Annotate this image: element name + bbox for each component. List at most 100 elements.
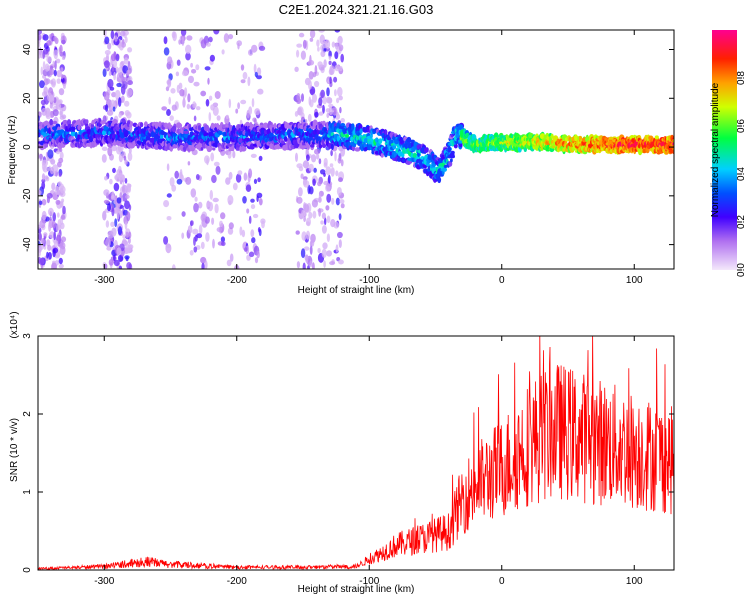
- heatmap-scatter-cell: [324, 217, 327, 226]
- colorbar-tick-label: 0.0: [736, 263, 747, 277]
- heatmap-scatter-cell: [41, 178, 46, 183]
- snr-series-line: [38, 336, 674, 570]
- heatmap-scatter-cell: [309, 88, 315, 94]
- heatmap-scatter-cell: [108, 259, 114, 266]
- heatmap-ridge-cell: [44, 143, 48, 148]
- heatmap-scatter-cell: [185, 52, 191, 61]
- heatmap-scatter-cell: [61, 55, 66, 60]
- heatmap-scatter-cell: [47, 149, 54, 159]
- heatmap-scatter-cell: [294, 111, 299, 117]
- heatmap-scatter-cell: [309, 37, 314, 42]
- heatmap-scatter-cell: [301, 231, 307, 241]
- heatmap-scatter-cell: [38, 257, 45, 266]
- heatmap-ridge-cell: [77, 124, 81, 131]
- heatmap-scatter-cell: [210, 152, 215, 162]
- heatmap-scatter-cell: [59, 245, 66, 255]
- snr-x-tick-label: -200: [227, 576, 247, 587]
- heatmap-scatter-cell: [46, 40, 52, 46]
- heatmap-scatter-cell: [225, 177, 231, 185]
- heatmap-scatter-cell: [196, 233, 203, 239]
- colorbar-label: Normalized spectral amplitude: [710, 82, 721, 217]
- heatmap-scatter-cell: [303, 203, 310, 213]
- heatmap-scatter-cell: [296, 43, 303, 48]
- heatmap-ridge-cell: [310, 144, 315, 148]
- heatmap-scatter-cell: [38, 189, 42, 196]
- heatmap-scatter-cell: [56, 103, 62, 109]
- snr-panel: -300 -200 -100 0 100 0 1 2 3 Height of straight…: [9, 311, 675, 595]
- heatmap-scatter-cell: [331, 41, 336, 48]
- heatmap-scatter-cell: [317, 61, 323, 68]
- heatmap-ridge-cell: [129, 121, 134, 127]
- heatmap-scatter-cell: [61, 74, 64, 80]
- heatmap-scatter-cell: [336, 97, 340, 104]
- heatmap-scatter-cell: [181, 36, 185, 46]
- heatmap-ridge-cell: [330, 143, 334, 150]
- heatmap-scatter-cell: [166, 163, 170, 171]
- snr-y-tick-label: 2: [22, 411, 33, 417]
- heatmap-scatter-cell: [40, 238, 45, 245]
- heatmap-scatter-cell: [200, 213, 207, 222]
- heatmap-ridge-cell: [214, 136, 218, 143]
- heatmap-scatter-cell: [124, 159, 128, 165]
- heatmap-ridge-cell: [425, 147, 429, 153]
- heatmap-scatter-cell: [190, 220, 194, 226]
- heatmap-scatter-cell: [195, 245, 201, 250]
- heatmap-scatter-cell: [51, 182, 56, 191]
- heatmap-scatter-cell: [38, 244, 44, 251]
- heatmap-scatter-cell: [304, 254, 309, 261]
- heatmap-ridge-cell: [157, 144, 163, 150]
- heatmap-scatter-cell: [312, 93, 317, 103]
- heatmap-scatter-cell: [248, 215, 252, 224]
- heatmap-scatter-cell: [204, 155, 210, 164]
- heatmap-scatter-cell: [127, 152, 133, 162]
- heatmap-scatter-cell: [106, 246, 112, 251]
- heatmap-scatter-cell: [337, 157, 342, 164]
- heatmap-ridge-cell: [321, 120, 326, 126]
- heatmap-y-axis-label: Frequency (Hz): [7, 116, 18, 185]
- heatmap-scatter-cell: [335, 197, 340, 206]
- heatmap-scatter-cell: [195, 64, 200, 71]
- heatmap-scatter-cell: [53, 49, 59, 60]
- heatmap-scatter-cell: [41, 181, 46, 190]
- heatmap-ridge-cell: [321, 143, 327, 148]
- heatmap-ridge-cell: [197, 125, 201, 131]
- heatmap-x-tick-label: -300: [94, 275, 114, 286]
- heatmap-scatter-cell: [314, 65, 318, 75]
- heatmap-scatter-cell: [228, 171, 233, 180]
- heatmap-scatter-cell: [190, 62, 194, 68]
- heatmap-scatter-cell: [124, 200, 130, 210]
- heatmap-scatter-cell: [113, 259, 120, 267]
- heatmap-ridge-cell: [74, 131, 78, 139]
- heatmap-scatter-cell: [257, 177, 261, 183]
- heatmap-scatter-cell: [334, 43, 339, 50]
- heatmap-ridge-cell: [323, 127, 327, 132]
- heatmap-scatter-cell: [314, 80, 320, 88]
- heatmap-scatter-cell: [112, 59, 118, 68]
- heatmap-ridge-cell: [52, 120, 58, 125]
- heatmap-scatter-cell: [126, 111, 132, 119]
- heatmap-scatter-cell: [179, 169, 183, 177]
- heatmap-ridge-cell: [273, 122, 277, 130]
- heatmap-scatter-cell: [43, 232, 48, 237]
- heatmap-scatter-cell: [106, 109, 114, 116]
- heatmap-ridge-cell: [145, 135, 151, 142]
- heatmap-scatter-cell: [317, 46, 320, 52]
- snr-multiplier-label: (x10⁴): [9, 311, 20, 338]
- heatmap-ridge-cell: [301, 145, 308, 149]
- heatmap-ridge-cell: [401, 158, 406, 163]
- heatmap-scatter-cell: [116, 247, 122, 256]
- heatmap-y-tick-label: 0: [22, 144, 33, 150]
- heatmap-scatter-cell: [325, 166, 332, 176]
- heatmap-scatter-cell: [122, 234, 126, 239]
- heatmap-scatter-cell: [48, 207, 54, 216]
- heatmap-scatter-cell: [181, 70, 189, 77]
- heatmap-scatter-cell: [169, 115, 174, 121]
- heatmap-scatter-cell: [171, 264, 176, 269]
- heatmap-scatter-cell: [340, 203, 345, 209]
- heatmap-scatter-cell: [318, 30, 325, 33]
- heatmap-scatter-cell: [41, 107, 47, 116]
- heatmap-scatter-cell: [206, 202, 211, 208]
- heatmap-scatter-cell: [104, 36, 110, 45]
- snr-y-tick-label: 1: [22, 489, 33, 495]
- heatmap-scatter-cell: [102, 68, 107, 77]
